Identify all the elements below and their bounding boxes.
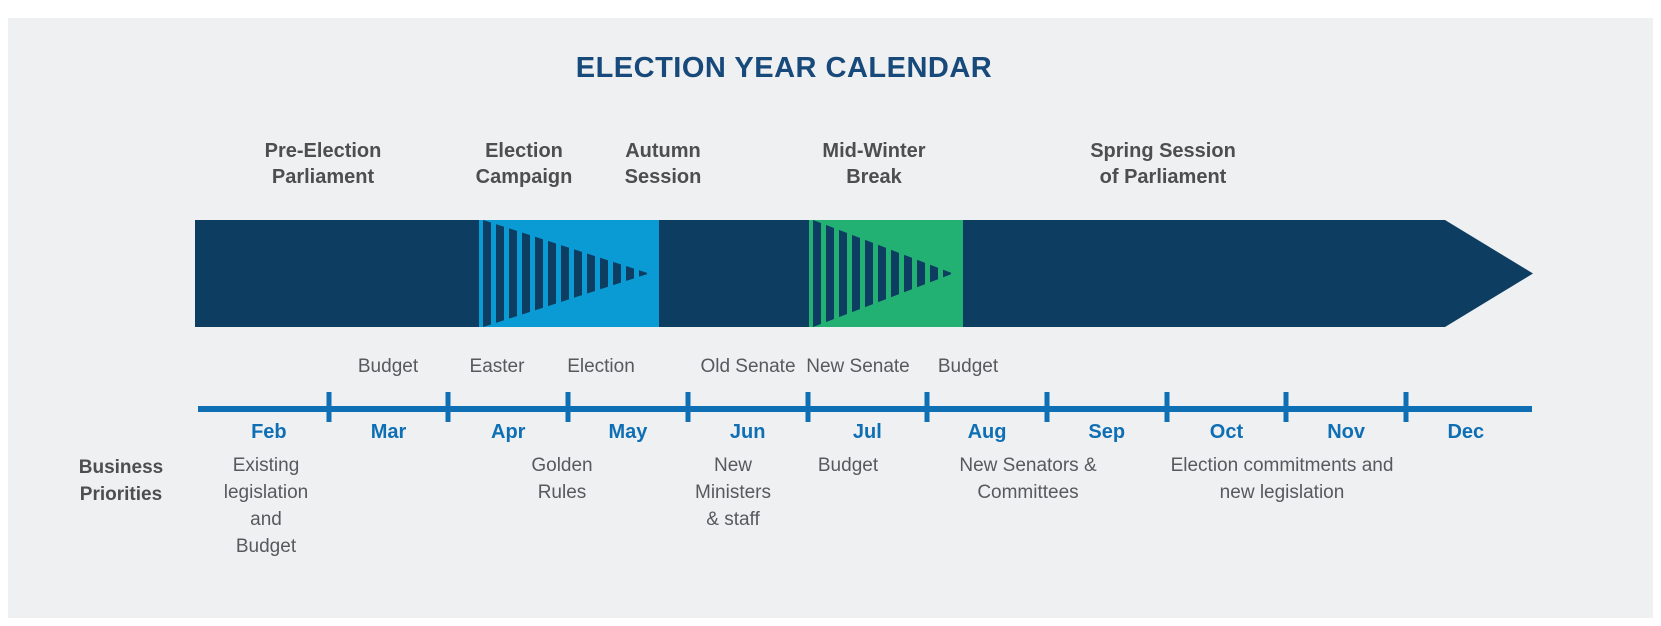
event-label-budget: Budget xyxy=(937,356,999,377)
event-label-election: Election xyxy=(567,356,635,377)
month-label-apr: Apr xyxy=(491,421,526,443)
priority-item-golden-rules: Golden Rules xyxy=(531,455,593,503)
axis-tick xyxy=(1164,392,1170,422)
phase-label-spring-session-of-parliament: Spring Session of Parliament xyxy=(1090,140,1236,188)
election-campaign-segment xyxy=(479,220,659,327)
month-label-jun: Jun xyxy=(729,421,766,443)
priority-item-existing-legislation-and-budge: Existing legislation and Budget xyxy=(223,455,309,557)
month-label-jul: Jul xyxy=(852,421,882,443)
axis-tick xyxy=(445,392,451,422)
striped-arrow-pattern-icon xyxy=(813,220,953,327)
phase-label-mid-winter-break: Mid-Winter Break xyxy=(822,140,926,188)
event-label-easter: Easter xyxy=(469,356,525,377)
month-label-aug: Aug xyxy=(967,421,1007,443)
striped-arrow-pattern-icon xyxy=(483,220,649,327)
event-label-new-senate: New Senate xyxy=(806,356,910,377)
timeline-bar xyxy=(195,220,1533,327)
month-label-may: May xyxy=(608,421,648,443)
page-title: ELECTION YEAR CALENDAR xyxy=(575,52,993,84)
phase-label-pre-election-parliament: Pre-Election Parliament xyxy=(264,140,382,188)
phase-label-election-campaign: Election Campaign xyxy=(475,140,573,188)
event-label-budget: Budget xyxy=(357,356,419,377)
axis-tick xyxy=(1283,392,1289,422)
mid-winter-break-segment xyxy=(809,220,963,327)
axis-tick xyxy=(924,392,930,422)
month-label-oct: Oct xyxy=(1209,421,1244,443)
axis-tick xyxy=(685,392,691,422)
event-label-old-senate: Old Senate xyxy=(700,356,796,377)
month-axis-line xyxy=(198,406,1532,412)
priority-item-new-ministers-staff: New Ministers & staff xyxy=(694,455,772,530)
priority-item-election-commitments-and-new-l: Election commitments and new legislation xyxy=(1170,455,1394,503)
phase-label-autumn-session: Autumn Session xyxy=(624,140,702,188)
priority-item-budget: Budget xyxy=(817,455,879,476)
month-label-sep: Sep xyxy=(1088,421,1126,443)
axis-tick xyxy=(326,392,332,422)
priority-item-new-senators-committees: New Senators & Committees xyxy=(959,455,1097,503)
axis-tick xyxy=(1044,392,1050,422)
axis-tick xyxy=(805,392,810,422)
month-label-nov: Nov xyxy=(1327,421,1366,443)
month-label-mar: Mar xyxy=(370,421,407,443)
axis-tick xyxy=(565,392,571,422)
month-label-dec: Dec xyxy=(1447,421,1485,443)
month-label-feb: Feb xyxy=(251,421,287,443)
business-priorities-heading: Business Priorities xyxy=(78,457,164,505)
axis-tick xyxy=(1403,392,1409,422)
